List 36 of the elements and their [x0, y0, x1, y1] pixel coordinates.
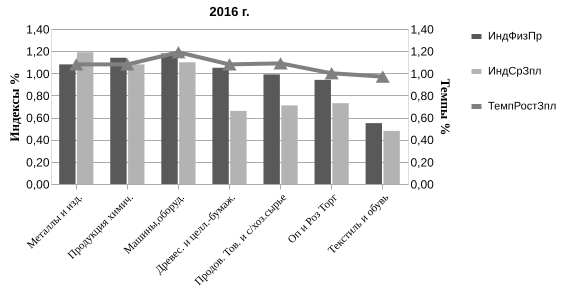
y-tick-label: 1,20 — [26, 44, 50, 59]
bar — [110, 58, 127, 184]
y-tick-label: 1,40 — [26, 22, 50, 36]
y2-tick-label: 0,80 — [410, 88, 434, 103]
legend-label: ИндФизПр — [488, 30, 542, 42]
y2-tick-label: 0,60 — [410, 111, 434, 126]
point — [376, 70, 390, 83]
y2-tick-label: 1,20 — [410, 44, 434, 59]
bar — [263, 74, 280, 184]
bar — [59, 64, 76, 184]
y2-axis-title: Темпы % — [438, 78, 453, 136]
y-tick-label: 0,60 — [26, 111, 50, 126]
y-tick-label: 0,40 — [26, 133, 50, 148]
point — [120, 58, 134, 71]
legend-label: ИндСрЗпл — [488, 66, 542, 78]
y-tick-label: 0,00 — [26, 178, 50, 192]
y-tick-label: 0,20 — [26, 155, 50, 170]
bar — [366, 123, 382, 184]
point — [171, 46, 186, 58]
y2-tick-label: 0,40 — [410, 133, 434, 148]
y-axis-title: Индексы % — [7, 72, 22, 142]
y-tick-label: 1,00 — [26, 66, 50, 81]
y2-tick-label: 1,00 — [410, 66, 434, 81]
legend-label: ТемпРостЗпл — [488, 100, 556, 112]
y2-tick-label: 0,20 — [410, 155, 434, 170]
y2-tick-label: 0,00 — [410, 178, 434, 192]
point — [274, 57, 288, 70]
bar — [314, 80, 331, 184]
y2-tick-label: 1,40 — [410, 22, 434, 36]
point — [69, 58, 84, 71]
y-tick-label: 0,80 — [26, 88, 50, 103]
bar — [212, 68, 229, 184]
chart-title: 2016 г. — [209, 4, 250, 19]
point — [324, 67, 339, 80]
point — [222, 58, 237, 71]
bar — [161, 53, 178, 184]
